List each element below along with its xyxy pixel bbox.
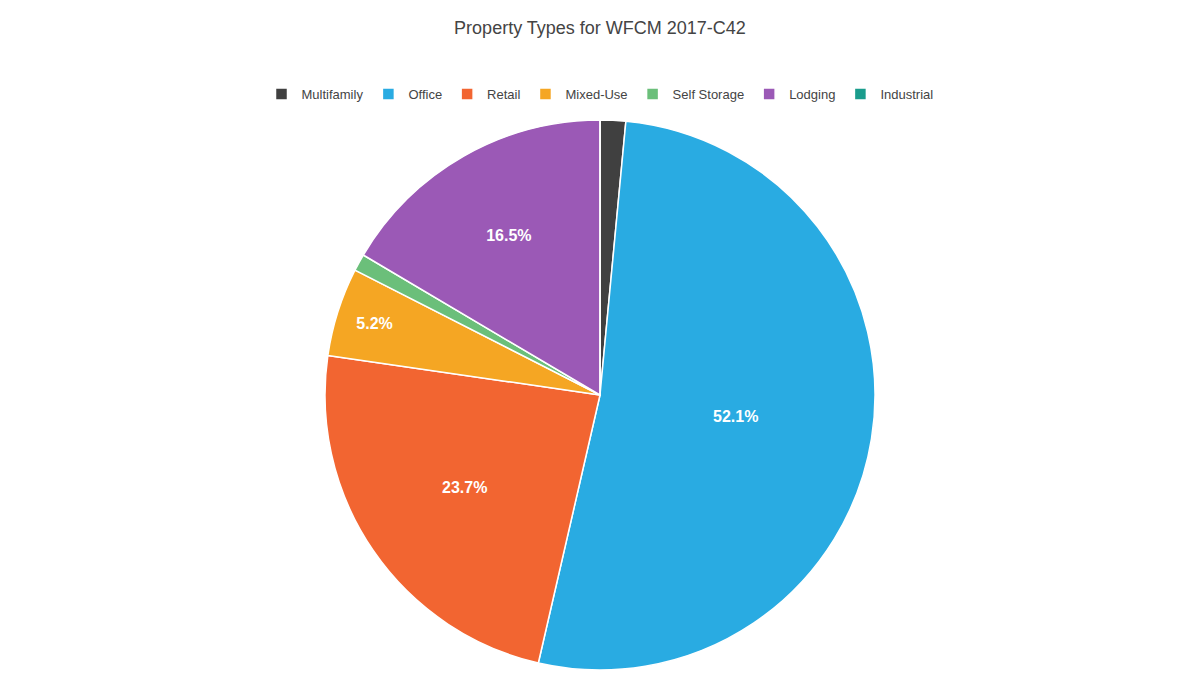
svg-text:Self Storage: Self Storage [673, 87, 745, 102]
svg-text:Lodging: Lodging [789, 87, 835, 102]
svg-text:23.7%: 23.7% [442, 479, 487, 496]
svg-text:Industrial: Industrial [880, 87, 933, 102]
svg-text:16.5%: 16.5% [486, 227, 531, 244]
svg-text:Property Types for WFCM 2017-C: Property Types for WFCM 2017-C42 [454, 18, 746, 38]
svg-text:Retail: Retail [487, 87, 520, 102]
svg-text:Office: Office [408, 87, 442, 102]
svg-text:Mixed-Use: Mixed-Use [565, 87, 627, 102]
svg-text:Multifamily: Multifamily [302, 87, 364, 102]
svg-text:5.2%: 5.2% [356, 315, 392, 332]
svg-text:52.1%: 52.1% [713, 408, 758, 425]
